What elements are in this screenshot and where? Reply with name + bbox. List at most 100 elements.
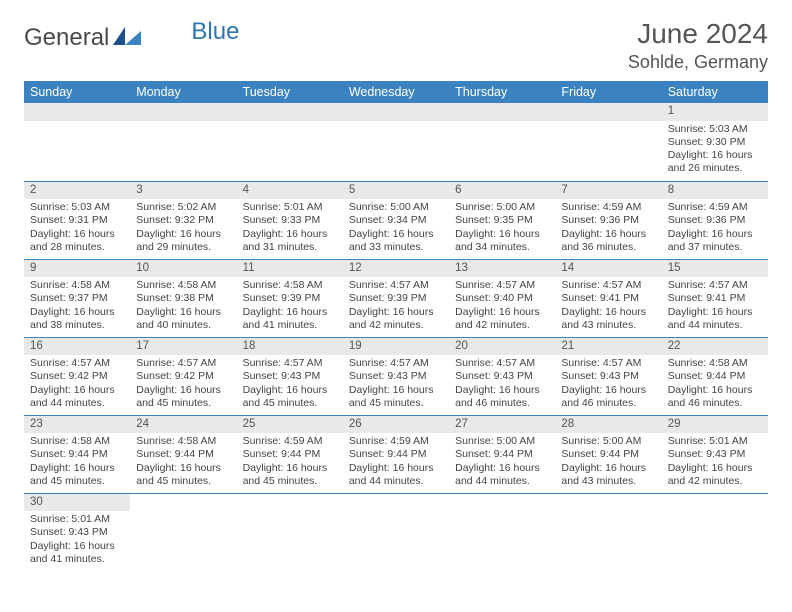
calendar-day-cell xyxy=(449,493,555,571)
page-header: General Blue June 2024 Sohlde, Germany xyxy=(24,18,768,73)
calendar-day-cell: 5Sunrise: 5:00 AMSunset: 9:34 PMDaylight… xyxy=(343,181,449,259)
sunset-text: Sunset: 9:44 PM xyxy=(136,448,230,461)
weekday-header: Wednesday xyxy=(343,81,449,103)
daylight-text-2: and 45 minutes. xyxy=(136,397,230,410)
day-number: 28 xyxy=(555,416,661,434)
weekday-header: Thursday xyxy=(449,81,555,103)
day-details: Sunrise: 4:57 AMSunset: 9:41 PMDaylight:… xyxy=(662,277,768,336)
sunrise-text: Sunrise: 4:57 AM xyxy=(136,357,230,370)
day-number: 1 xyxy=(662,103,768,121)
sunrise-text: Sunrise: 4:57 AM xyxy=(561,357,655,370)
calendar-day-cell xyxy=(130,103,236,181)
logo-text-1: General xyxy=(24,24,109,52)
daylight-text-2: and 40 minutes. xyxy=(136,319,230,332)
daylight-text-2: and 42 minutes. xyxy=(668,475,762,488)
day-number: 18 xyxy=(237,338,343,356)
day-details: Sunrise: 4:57 AMSunset: 9:40 PMDaylight:… xyxy=(449,277,555,336)
sunrise-text: Sunrise: 4:58 AM xyxy=(668,357,762,370)
day-number: 19 xyxy=(343,338,449,356)
calendar-week-row: 9 Sunrise: 4:58 AM Sunset: 9:37 PM Daylight… xyxy=(24,259,768,337)
day-details: Sunrise: 5:03 AMSunset: 9:30 PMDaylight:… xyxy=(662,121,768,180)
day-number: 22 xyxy=(662,338,768,356)
sunrise-text: Sunrise: 5:00 AM xyxy=(349,201,443,214)
logo: General Blue xyxy=(24,18,239,52)
location-label: Sohlde, Germany xyxy=(628,52,768,73)
daylight-text: Daylight: 16 hours xyxy=(455,306,549,319)
sunset-text: Sunset: 9:44 PM xyxy=(561,448,655,461)
daylight-text: Daylight: 16 hours xyxy=(349,306,443,319)
day-number: 9 xyxy=(24,260,130,278)
sunrise-text: Sunrise: 4:58 AM xyxy=(243,279,337,292)
calendar-day-cell: 28Sunrise: 5:00 AMSunset: 9:44 PMDayligh… xyxy=(555,415,661,493)
sunset-text: Sunset: 9:31 PM xyxy=(30,214,124,227)
daylight-text-2: and 31 minutes. xyxy=(243,241,337,254)
day-details: Sunrise: 4:59 AMSunset: 9:44 PMDaylight:… xyxy=(237,433,343,492)
empty-day-strip xyxy=(449,103,555,121)
day-number: 21 xyxy=(555,338,661,356)
sunset-text: Sunset: 9:40 PM xyxy=(455,292,549,305)
daylight-text: Daylight: 16 hours xyxy=(668,306,762,319)
day-number: 24 xyxy=(130,416,236,434)
day-number: 7 xyxy=(555,182,661,200)
sunrise-text: Sunrise: 5:03 AM xyxy=(668,123,762,136)
sunset-text: Sunset: 9:38 PM xyxy=(136,292,230,305)
calendar-day-cell xyxy=(555,103,661,181)
sunrise-text: Sunrise: 4:59 AM xyxy=(243,435,337,448)
sunrise-text: Sunrise: 5:01 AM xyxy=(243,201,337,214)
sunset-text: Sunset: 9:44 PM xyxy=(455,448,549,461)
day-details: Sunrise: 4:57 AMSunset: 9:43 PMDaylight:… xyxy=(449,355,555,414)
daylight-text-2: and 41 minutes. xyxy=(30,553,124,566)
day-number: 13 xyxy=(449,260,555,278)
daylight-text: Daylight: 16 hours xyxy=(30,384,124,397)
sunset-text: Sunset: 9:44 PM xyxy=(30,448,124,461)
sunrise-text: Sunrise: 4:58 AM xyxy=(30,435,124,448)
sunset-text: Sunset: 9:42 PM xyxy=(30,370,124,383)
daylight-text: Daylight: 16 hours xyxy=(243,462,337,475)
sunset-text: Sunset: 9:42 PM xyxy=(136,370,230,383)
day-details: Sunrise: 4:58 AMSunset: 9:44 PMDaylight:… xyxy=(24,433,130,492)
day-number: 6 xyxy=(449,182,555,200)
daylight-text-2: and 36 minutes. xyxy=(561,241,655,254)
sunset-text: Sunset: 9:41 PM xyxy=(561,292,655,305)
sunrise-text: Sunrise: 4:57 AM xyxy=(561,279,655,292)
sunset-text: Sunset: 9:43 PM xyxy=(668,448,762,461)
calendar-day-cell: 1Sunrise: 5:03 AMSunset: 9:30 PMDaylight… xyxy=(662,103,768,181)
calendar-day-cell: 24Sunrise: 4:58 AMSunset: 9:44 PMDayligh… xyxy=(130,415,236,493)
daylight-text-2: and 34 minutes. xyxy=(455,241,549,254)
sunset-text: Sunset: 9:37 PM xyxy=(30,292,124,305)
day-number: 11 xyxy=(237,260,343,278)
weekday-header: Saturday xyxy=(662,81,768,103)
day-details: Sunrise: 4:57 AMSunset: 9:42 PMDaylight:… xyxy=(24,355,130,414)
daylight-text-2: and 44 minutes. xyxy=(455,475,549,488)
daylight-text-2: and 41 minutes. xyxy=(243,319,337,332)
day-details: Sunrise: 4:57 AMSunset: 9:41 PMDaylight:… xyxy=(555,277,661,336)
calendar-day-cell xyxy=(130,493,236,571)
day-number: 26 xyxy=(343,416,449,434)
day-details: Sunrise: 4:58 AMSunset: 9:44 PMDaylight:… xyxy=(662,355,768,414)
sunset-text: Sunset: 9:43 PM xyxy=(561,370,655,383)
calendar-day-cell: 4Sunrise: 5:01 AMSunset: 9:33 PMDaylight… xyxy=(237,181,343,259)
calendar-day-cell: 7Sunrise: 4:59 AMSunset: 9:36 PMDaylight… xyxy=(555,181,661,259)
day-details: Sunrise: 4:58 AMSunset: 9:38 PMDaylight:… xyxy=(130,277,236,336)
calendar-day-cell: 20Sunrise: 4:57 AMSunset: 9:43 PMDayligh… xyxy=(449,337,555,415)
daylight-text: Daylight: 16 hours xyxy=(136,306,230,319)
day-details: Sunrise: 5:01 AMSunset: 9:33 PMDaylight:… xyxy=(237,199,343,258)
sunrise-text: Sunrise: 4:57 AM xyxy=(243,357,337,370)
calendar-week-row: 16Sunrise: 4:57 AMSunset: 9:42 PMDayligh… xyxy=(24,337,768,415)
daylight-text-2: and 46 minutes. xyxy=(561,397,655,410)
day-details: Sunrise: 5:01 AMSunset: 9:43 PMDaylight:… xyxy=(662,433,768,492)
daylight-text-2: and 44 minutes. xyxy=(668,319,762,332)
calendar-day-cell: 8Sunrise: 4:59 AMSunset: 9:36 PMDaylight… xyxy=(662,181,768,259)
weekday-header: Tuesday xyxy=(237,81,343,103)
calendar-day-cell: 10Sunrise: 4:58 AMSunset: 9:38 PMDayligh… xyxy=(130,259,236,337)
sunset-text: Sunset: 9:43 PM xyxy=(30,526,124,539)
sunrise-text: Sunrise: 5:00 AM xyxy=(561,435,655,448)
sunset-text: Sunset: 9:36 PM xyxy=(668,214,762,227)
day-number: 12 xyxy=(343,260,449,278)
day-details: Sunrise: 4:58 AMSunset: 9:44 PMDaylight:… xyxy=(130,433,236,492)
day-number: 4 xyxy=(237,182,343,200)
sunrise-text: Sunrise: 4:57 AM xyxy=(349,357,443,370)
day-number: 10 xyxy=(130,260,236,278)
daylight-text-2: and 46 minutes. xyxy=(455,397,549,410)
calendar-day-cell: 19Sunrise: 4:57 AMSunset: 9:43 PMDayligh… xyxy=(343,337,449,415)
